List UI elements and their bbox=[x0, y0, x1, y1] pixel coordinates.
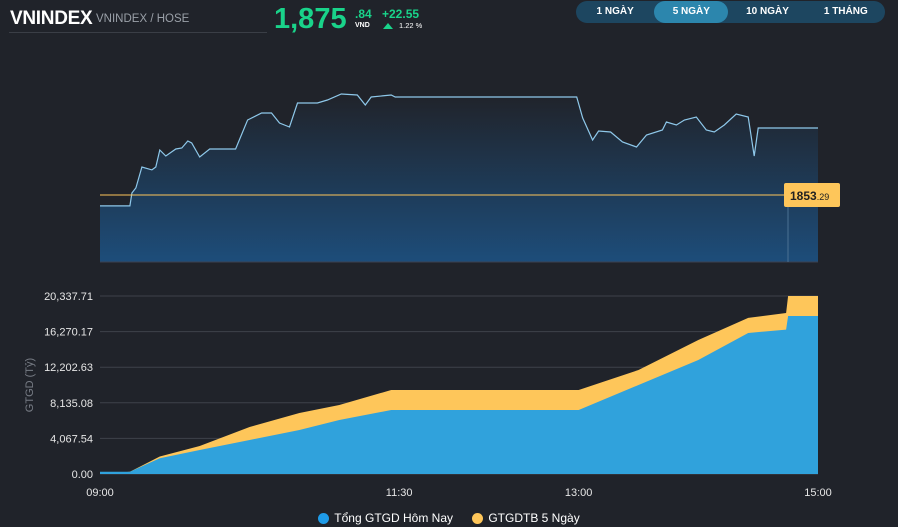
price-area bbox=[100, 94, 818, 262]
series-today-area bbox=[100, 316, 818, 474]
price-value: 1,875 bbox=[274, 3, 347, 35]
range-tabs: 1 NGÀY 5 NGÀY 10 NGÀY 1 THÁNG bbox=[576, 1, 885, 23]
price-line bbox=[100, 93, 818, 207]
up-arrow-icon bbox=[383, 23, 393, 29]
legend-label: GTGDTB 5 Ngày bbox=[488, 511, 580, 525]
tab-10-ngay[interactable]: 10 NGÀY bbox=[746, 6, 789, 17]
y-axis-label: GTGD (Tỷ) bbox=[24, 358, 36, 412]
x-tick-label: 09:00 bbox=[86, 487, 114, 499]
x-tick-label: 11:30 bbox=[386, 487, 413, 499]
legend-dot bbox=[472, 512, 484, 524]
tab-1-thang[interactable]: 1 THÁNG bbox=[823, 6, 868, 17]
x-tick-label: 13:00 bbox=[565, 487, 593, 499]
divider bbox=[9, 32, 267, 33]
price-unit: VND bbox=[355, 22, 370, 29]
y-tick-label: 12,202.63 bbox=[44, 362, 93, 374]
reference-label: 1853.29 bbox=[790, 189, 829, 203]
x-tick-label: 15:00 bbox=[804, 487, 832, 499]
index-title: VNINDEX bbox=[10, 8, 93, 29]
legend-dot bbox=[318, 512, 330, 524]
price-decimal: .84 bbox=[355, 7, 372, 21]
legend-label: Tổng GTGD Hôm Nay bbox=[334, 511, 453, 525]
price-change-pct: 1.22 % bbox=[399, 21, 423, 30]
tab-5-ngay[interactable]: 5 NGÀY bbox=[654, 1, 729, 23]
legend-item-today[interactable]: Tổng GTGD Hôm Nay bbox=[318, 511, 453, 525]
tab-1-ngay[interactable]: 1 NGÀY bbox=[596, 6, 634, 17]
y-tick-label: 16,270.17 bbox=[44, 327, 93, 339]
reference-badge bbox=[784, 182, 840, 207]
y-tick-label: 4,067.54 bbox=[50, 433, 93, 445]
legend-item-avg5[interactable]: GTGDTB 5 Ngày bbox=[472, 511, 580, 525]
index-subtitle: VNINDEX / HOSE bbox=[96, 13, 190, 25]
y-tick-label: 8,135.08 bbox=[50, 398, 93, 410]
legend: Tổng GTGD Hôm Nay GTGDTB 5 Ngày bbox=[0, 511, 898, 527]
y-tick-label: 0.00 bbox=[72, 469, 93, 481]
y-tick-label: 20,337.71 bbox=[44, 291, 93, 303]
price-change: +22.55 bbox=[382, 7, 420, 21]
